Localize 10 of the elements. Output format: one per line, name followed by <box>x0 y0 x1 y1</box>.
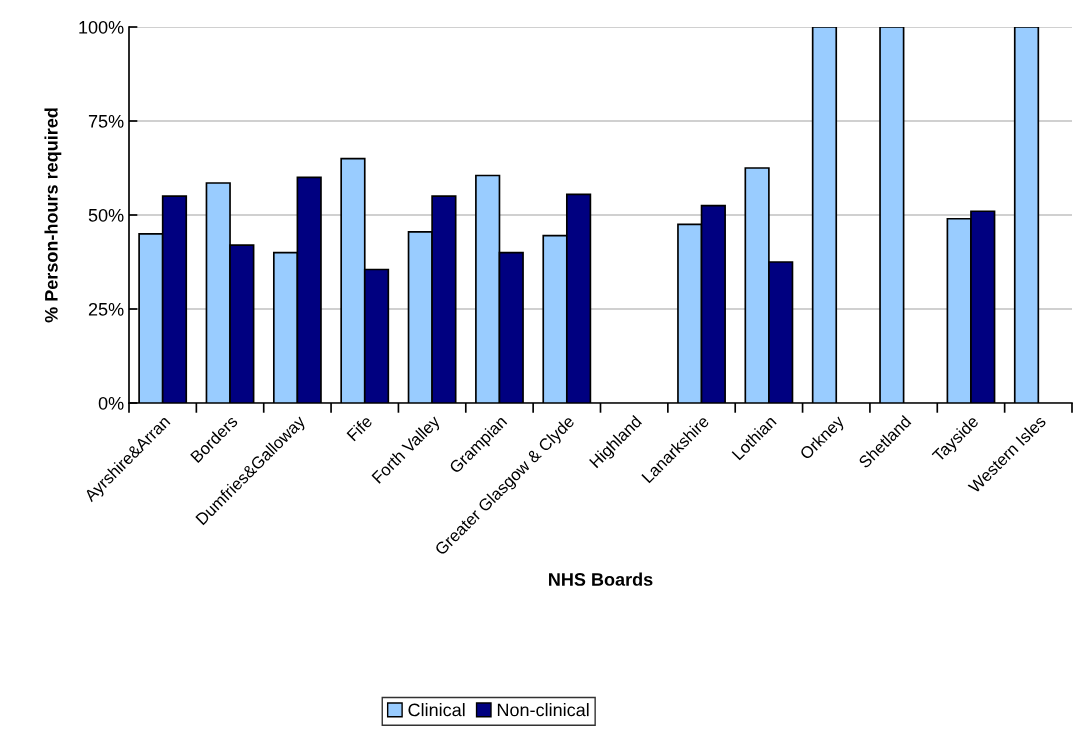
x-tick-label: Fife <box>346 414 373 442</box>
y-tick-label: 25% <box>88 302 124 316</box>
y-tick-label: 50% <box>88 208 124 222</box>
legend-label: Non-clinical <box>497 703 589 717</box>
y-tick-label: 0% <box>98 396 124 410</box>
y-tick-label: 75% <box>88 115 124 128</box>
x-axis-title: NHS Boards <box>549 572 653 586</box>
legend-label: Clinical <box>408 703 465 717</box>
y-axis-title: % Person-hours required <box>44 108 62 323</box>
y-tick-label: 100% <box>79 20 124 34</box>
